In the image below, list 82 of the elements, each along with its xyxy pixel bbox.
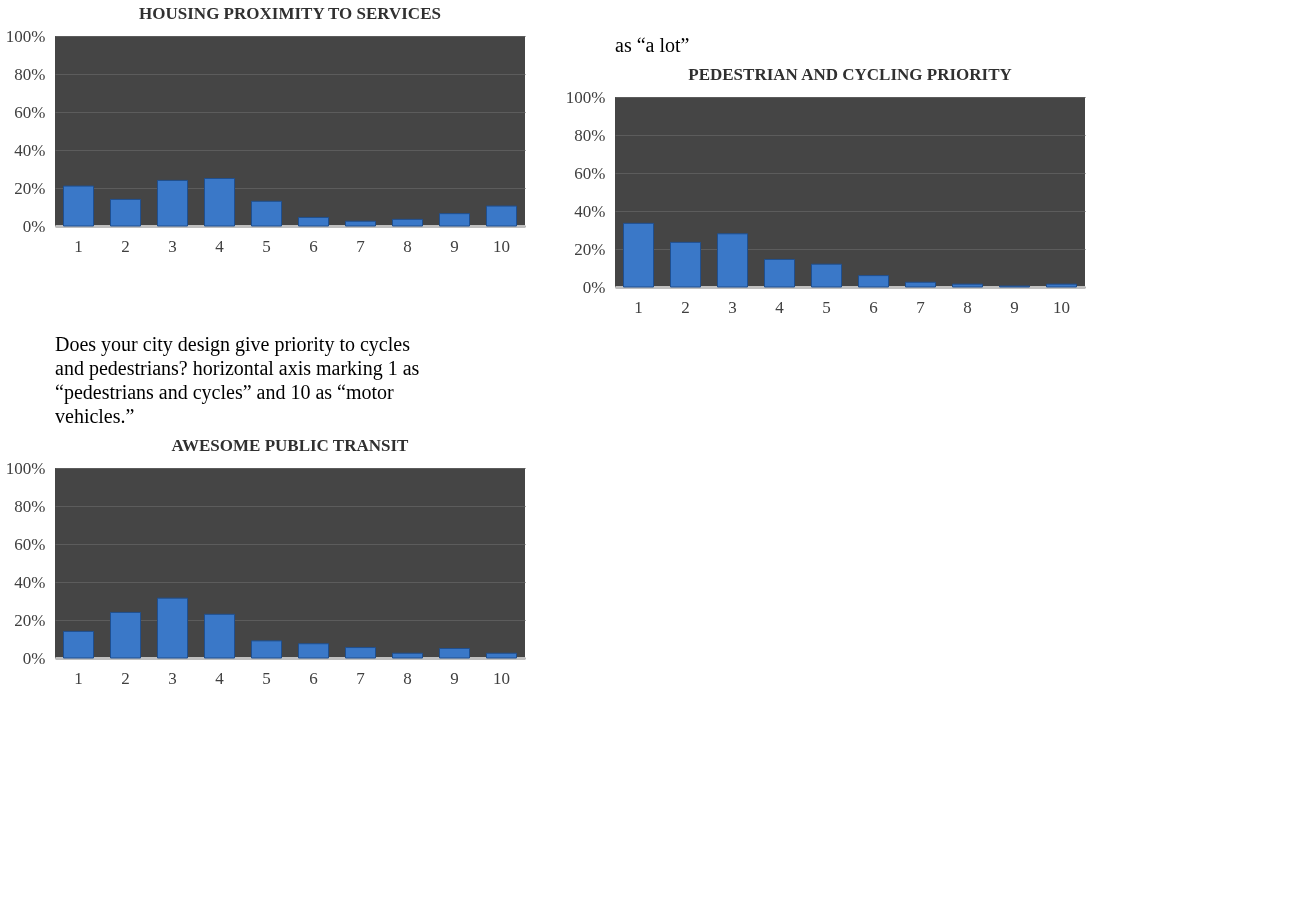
x-tick-label: 7 [356, 668, 366, 688]
bar [345, 220, 376, 227]
bar [251, 200, 282, 227]
bar [952, 283, 983, 288]
y-tick-label: 80% [14, 64, 46, 84]
bar [204, 178, 235, 227]
bar [345, 647, 376, 659]
x-tick-label: 6 [309, 236, 318, 256]
bar [486, 205, 517, 227]
x-tick-label: 1 [634, 297, 643, 317]
bar [157, 597, 188, 659]
x-tick-label: 8 [403, 668, 412, 688]
y-tick-label: 100% [565, 87, 606, 107]
y-tick-label: 0% [22, 648, 46, 668]
y-tick-label: 80% [14, 496, 46, 516]
x-tick-label: 3 [168, 668, 177, 688]
bar [63, 630, 94, 659]
bar [1046, 283, 1077, 288]
chart-title: HOUSING PROXIMITY TO SERVICES [139, 4, 441, 23]
y-tick-label: 80% [574, 125, 606, 145]
x-tick-label: 4 [775, 297, 785, 317]
x-tick-label: 5 [262, 236, 271, 256]
y-tick-label: 20% [574, 239, 606, 259]
bar [298, 216, 329, 227]
bar [110, 198, 141, 227]
bar [905, 281, 936, 288]
y-tick-label: 60% [574, 163, 606, 183]
y-tick-label: 0% [582, 277, 606, 297]
x-tick-label: 9 [1010, 297, 1019, 317]
x-tick-label: 10 [493, 236, 510, 256]
x-tick-label: 5 [262, 668, 271, 688]
y-tick-label: 40% [574, 201, 606, 221]
bar [717, 233, 748, 288]
bar [157, 179, 188, 227]
y-tick-label: 20% [14, 178, 46, 198]
chart-title: AWESOME PUBLIC TRANSIT [171, 436, 410, 455]
x-tick-label: 6 [869, 297, 878, 317]
x-tick-label: 4 [215, 668, 225, 688]
x-tick-label: 1 [74, 236, 83, 256]
y-tick-label: 60% [14, 534, 46, 554]
x-tick-label: 8 [403, 236, 412, 256]
bar [811, 263, 842, 288]
bar [298, 643, 329, 659]
bar [110, 611, 141, 659]
x-tick-label: 9 [450, 668, 459, 688]
y-tick-label: 40% [14, 140, 46, 160]
text: as “a lot” [615, 34, 690, 56]
x-tick-label: 2 [121, 236, 130, 256]
x-tick-label: 7 [356, 236, 366, 256]
x-tick-label: 8 [963, 297, 972, 317]
y-tick-label: 20% [14, 610, 46, 630]
y-tick-label: 100% [5, 458, 46, 478]
x-tick-label: 3 [728, 297, 737, 317]
x-tick-label: 10 [493, 668, 510, 688]
x-tick-label: 1 [74, 668, 83, 688]
chart-title: PEDESTRIAN AND CYCLING PRIORITY [688, 65, 1012, 84]
bar [764, 258, 795, 288]
x-tick-label: 5 [822, 297, 831, 317]
bar [858, 275, 889, 288]
bar [251, 640, 282, 659]
x-tick-label: 10 [1053, 297, 1070, 317]
x-tick-label: 3 [168, 236, 177, 256]
x-tick-label: 9 [450, 236, 459, 256]
bar [439, 213, 470, 227]
y-tick-label: 0% [22, 216, 46, 236]
x-tick-label: 2 [681, 297, 690, 317]
x-tick-label: 4 [215, 236, 225, 256]
bar [392, 218, 423, 227]
bar [486, 652, 517, 659]
bar [439, 648, 470, 659]
bar [204, 613, 235, 659]
bar [63, 185, 94, 227]
x-tick-label: 6 [309, 668, 318, 688]
y-tick-label: 40% [14, 572, 46, 592]
bar [623, 222, 654, 288]
text: Does your city design give priority to cycles and pedestrians? horizontal axis marking 1 as “pedestrians and cycles” and 10 as “motor vehicles.” [55, 333, 420, 427]
y-tick-label: 100% [5, 26, 46, 46]
x-tick-label: 2 [121, 668, 130, 688]
bar [392, 652, 423, 659]
bar [670, 241, 701, 288]
x-tick-label: 7 [916, 297, 926, 317]
y-tick-label: 60% [14, 102, 46, 122]
